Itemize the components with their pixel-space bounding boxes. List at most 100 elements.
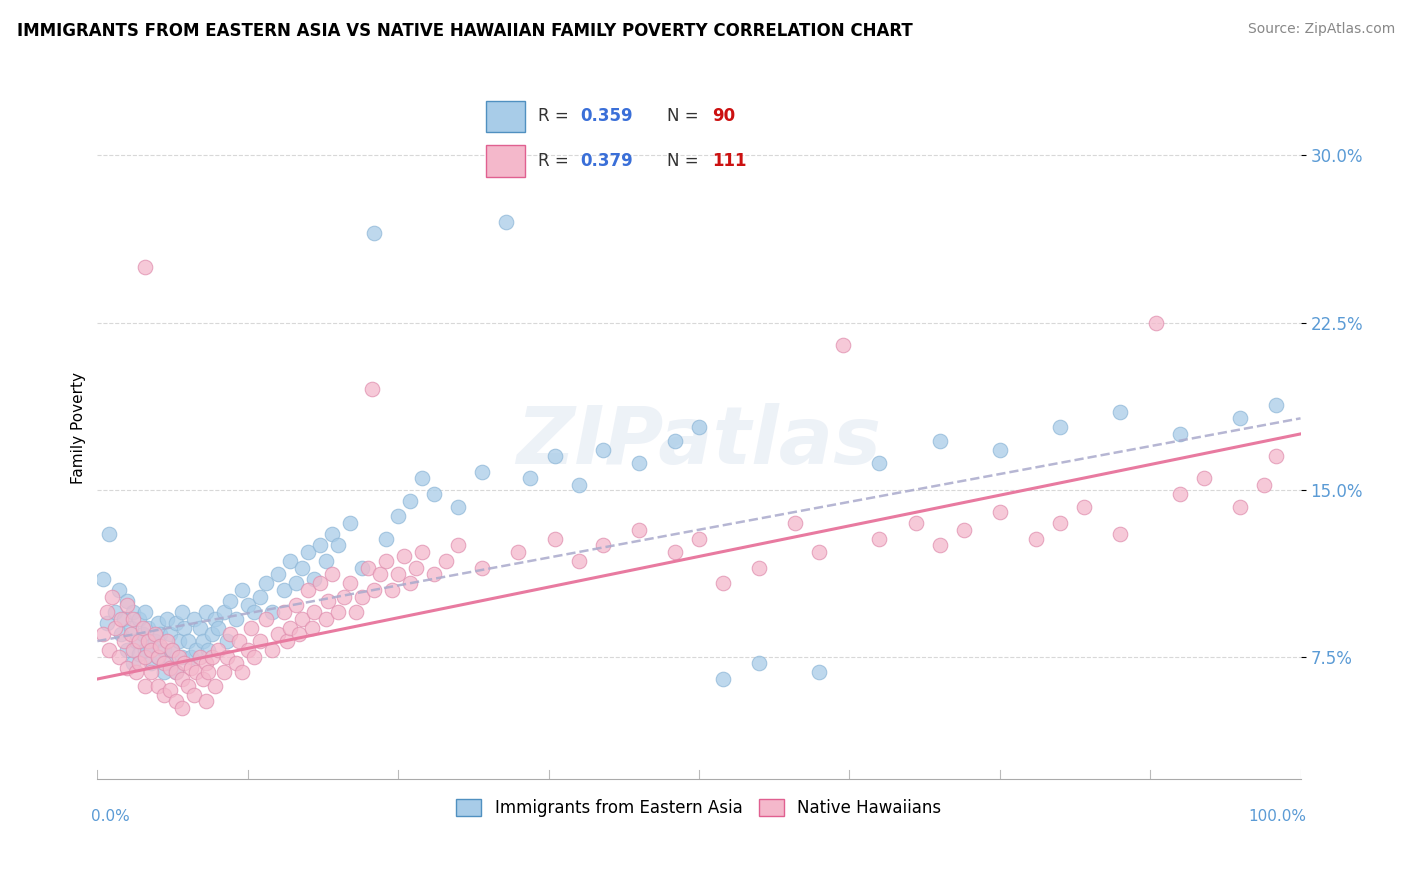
Point [543,449,565,463]
Point [108,649,131,664]
Point [1109,527,1132,541]
Point [1229,500,1251,515]
Point [146,679,169,693]
Point [297,545,319,559]
Point [423,487,446,501]
Point [193,634,215,648]
Point [321,567,343,582]
Point [688,420,710,434]
Point [132,627,155,641]
Point [1109,404,1132,418]
Point [217,649,239,664]
Point [988,442,1011,457]
Point [309,538,332,552]
Legend: Immigrants from Eastern Asia, Native Hawaiians: Immigrants from Eastern Asia, Native Haw… [450,792,948,823]
Point [627,456,650,470]
Point [254,612,277,626]
Point [260,605,283,619]
Point [201,627,224,641]
Point [543,532,565,546]
Point [748,657,770,671]
Point [664,545,686,559]
Point [225,657,247,671]
Point [207,621,229,635]
Point [315,554,337,568]
Point [184,665,207,680]
Point [96,605,118,619]
Point [112,634,135,648]
Point [141,643,163,657]
Point [152,665,174,680]
Point [170,605,193,619]
Point [242,605,264,619]
Point [375,532,398,546]
Point [423,567,446,582]
Point [387,567,409,582]
Point [399,493,422,508]
Point [1049,516,1071,530]
Point [711,576,734,591]
Point [167,649,190,664]
Point [93,627,115,641]
Point [112,612,135,626]
Point [368,567,391,582]
Point [392,549,415,564]
Point [952,523,974,537]
Point [159,657,181,671]
Text: IMMIGRANTS FROM EASTERN ASIA VS NATIVE HAWAIIAN FAMILY POVERTY CORRELATION CHART: IMMIGRANTS FROM EASTERN ASIA VS NATIVE H… [17,22,912,40]
Point [128,634,150,648]
Point [134,260,156,274]
Point [868,532,890,546]
Point [302,605,325,619]
Point [96,616,118,631]
Point [242,649,264,664]
Point [508,545,530,559]
Point [141,665,163,680]
Point [128,648,150,662]
Point [170,672,193,686]
Point [176,634,198,648]
Point [98,527,121,541]
Point [302,572,325,586]
Point [627,523,650,537]
Point [1194,471,1216,485]
Point [134,643,156,657]
Point [231,665,253,680]
Point [165,616,187,631]
Point [183,612,205,626]
Point [231,582,253,597]
Point [120,627,142,641]
Point [321,527,343,541]
Point [1025,532,1047,546]
Point [152,657,174,671]
Point [495,215,517,229]
Point [1265,449,1288,463]
Point [688,532,710,546]
Point [225,612,247,626]
Point [122,612,145,626]
Point [141,657,163,671]
Point [260,643,283,657]
Point [193,672,215,686]
Point [110,612,132,626]
Point [1049,420,1071,434]
Point [146,649,169,664]
Point [447,538,470,552]
Point [108,582,131,597]
Point [117,594,139,608]
Point [136,621,159,635]
Point [212,665,235,680]
Point [117,599,139,613]
Point [278,621,301,635]
Point [194,605,217,619]
Point [117,661,139,675]
Point [183,688,205,702]
Point [471,560,494,574]
Point [173,657,195,671]
Point [1168,426,1191,441]
Point [344,605,367,619]
Point [122,657,145,671]
Point [176,679,198,693]
Point [212,605,235,619]
Point [267,627,290,641]
